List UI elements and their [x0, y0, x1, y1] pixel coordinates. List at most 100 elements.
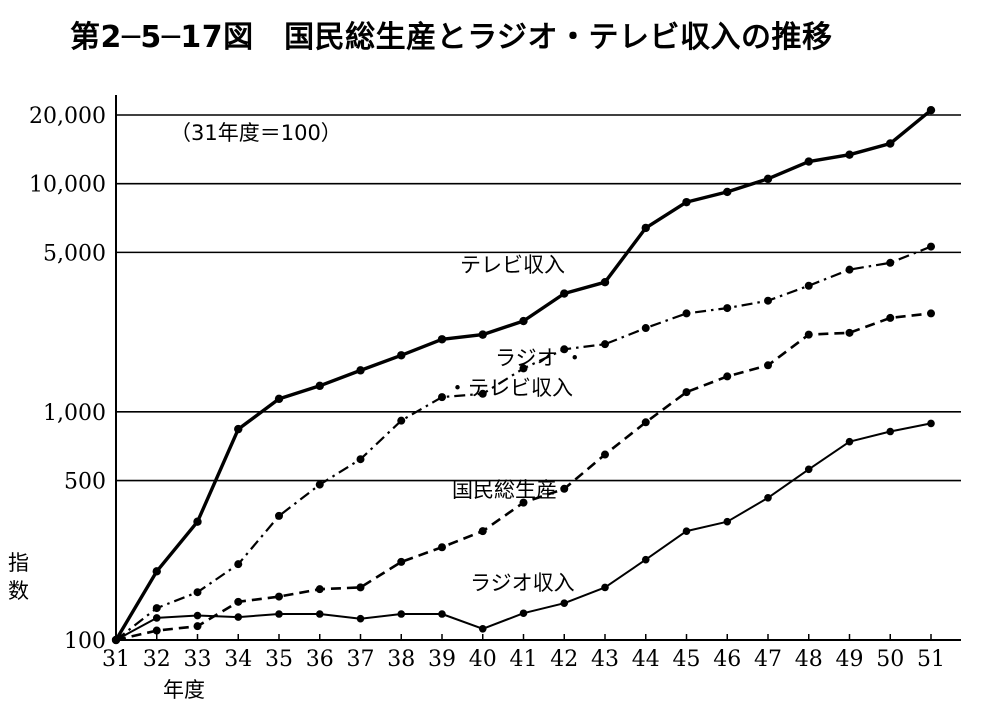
- series-2-point: [560, 484, 569, 493]
- series-2-point: [438, 543, 446, 552]
- series-1-point: [193, 588, 202, 597]
- series-0-point: [478, 330, 487, 339]
- series-1-point: [601, 340, 609, 349]
- series-1-point: [560, 345, 569, 354]
- series-label-tv: テレビ収入: [460, 253, 565, 277]
- series-3-point: [152, 614, 161, 622]
- series-0-point: [763, 174, 773, 184]
- series-2-point: [804, 330, 813, 339]
- series-3-point: [438, 610, 446, 618]
- series-3-point: [193, 611, 202, 620]
- series-0-point: [886, 139, 895, 148]
- series-0-point: [682, 197, 691, 207]
- series-1-point: [152, 604, 161, 613]
- series-3-point: [804, 465, 813, 474]
- series-3-point: [845, 437, 854, 446]
- series-0-point: [600, 278, 610, 287]
- series-2-point: [356, 583, 365, 592]
- x-tick-label: 43: [591, 647, 619, 672]
- series-1-point: [804, 281, 813, 290]
- series-3-point: [560, 599, 569, 607]
- y-tick-label: 500: [64, 470, 106, 495]
- series-0-point: [152, 567, 161, 576]
- series-3-point: [601, 583, 609, 592]
- series-3-point: [886, 427, 895, 436]
- x-tick-label: 44: [632, 647, 660, 672]
- y-tick-label: 10,000: [29, 173, 106, 198]
- x-axis-label: 年度: [163, 678, 205, 702]
- series-0-point: [274, 394, 284, 404]
- series-0-point: [315, 381, 324, 391]
- y-tick-label: 5,000: [43, 241, 106, 266]
- x-tick-label: 49: [836, 647, 864, 672]
- y-tick-label: 20,000: [29, 104, 106, 129]
- series-2-point: [519, 498, 528, 507]
- series-3-point: [234, 613, 243, 621]
- series-1-point: [356, 455, 365, 464]
- series-3-point: [927, 419, 935, 428]
- series-1-point: [234, 560, 243, 569]
- series-2-point: [397, 557, 406, 566]
- series-3-point: [315, 610, 324, 618]
- series-3-point: [478, 624, 487, 633]
- series-0-point: [519, 316, 528, 326]
- x-tick-label: 45: [673, 647, 701, 672]
- series-label-radio: ラジオ収入: [470, 571, 575, 595]
- x-tick-label: 33: [184, 647, 212, 672]
- series-1-point: [397, 416, 406, 425]
- x-tick-label: 42: [550, 647, 578, 672]
- series-0-point: [845, 150, 854, 159]
- series-3-point: [356, 614, 365, 623]
- series-3-point: [764, 494, 772, 502]
- x-tick-label: 35: [265, 647, 293, 672]
- series-2-point: [275, 592, 283, 601]
- series-3-point: [275, 610, 283, 618]
- series-label-radio-tv-2: ・テレビ収入: [447, 376, 573, 400]
- series-1-point: [438, 393, 446, 402]
- series-0-point: [356, 366, 365, 375]
- x-tick-label: 51: [917, 647, 945, 672]
- series-1-point: [723, 304, 732, 313]
- x-tick-label: 36: [306, 647, 334, 672]
- series-1-point: [478, 389, 487, 398]
- series-3-point: [112, 636, 120, 644]
- x-tick-label: 37: [347, 647, 375, 672]
- series-1-point: [682, 309, 691, 318]
- series-0-point: [234, 424, 243, 434]
- series-0-point: [560, 289, 569, 298]
- series-1-point: [886, 258, 895, 267]
- y-axis-label-2: 数: [8, 579, 29, 603]
- figure-title: 第2─5─17図 国民総生産とラジオ・テレビ収入の推移: [70, 20, 833, 55]
- series-0-point: [193, 517, 202, 526]
- series-0-point: [804, 157, 813, 166]
- series-1-point: [275, 511, 283, 520]
- series-2-point: [764, 361, 772, 370]
- series-label-radio-tv-1: ラジオ ・: [495, 346, 585, 370]
- x-tick-label: 46: [713, 647, 741, 672]
- series-2-point: [193, 622, 202, 631]
- series-0-point: [723, 187, 732, 197]
- series-3-point: [397, 610, 406, 618]
- x-tick-label: 34: [224, 647, 252, 672]
- base-year-note: （31年度＝100）: [170, 121, 342, 145]
- series-3-point: [641, 555, 650, 564]
- x-tick-label: 48: [795, 647, 823, 672]
- series-2-point: [234, 597, 243, 606]
- x-tick-label: 50: [876, 647, 904, 672]
- series-1-point: [641, 324, 650, 333]
- series-2-point: [601, 450, 609, 459]
- series-1-point: [845, 265, 854, 274]
- series-2-point: [315, 585, 324, 594]
- series-0-point: [397, 351, 406, 360]
- x-tick-label: 40: [469, 647, 497, 672]
- series-1-point: [315, 480, 324, 489]
- x-tick-label: 31: [102, 647, 130, 672]
- series-2-point: [682, 388, 691, 397]
- series-3-point: [519, 609, 528, 618]
- series-2-point: [927, 309, 935, 318]
- x-tick-label: 41: [510, 647, 538, 672]
- y-tick-label: 100: [64, 629, 106, 654]
- series-2-point: [478, 527, 487, 536]
- x-tick-label: 38: [387, 647, 415, 672]
